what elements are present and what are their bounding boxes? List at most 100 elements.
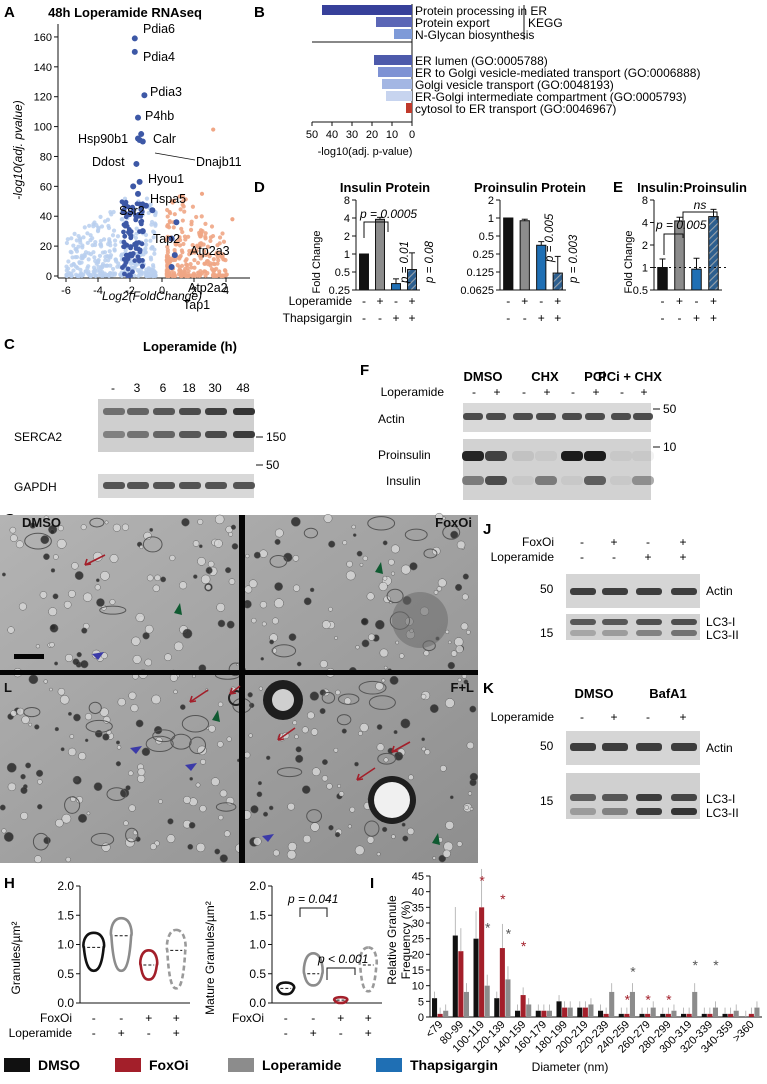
insulin-y-label: Fold Change <box>311 231 323 294</box>
em-granule <box>183 795 191 804</box>
a-ytick-label: 0 <box>46 271 52 283</box>
a-ytick-label: 60 <box>40 181 52 193</box>
c-lane-label: 6 <box>160 381 167 395</box>
j-loperamide-label: Loperamide <box>491 550 555 564</box>
em-granule <box>442 849 451 858</box>
e-loperamide-sign: + <box>710 294 717 308</box>
h-left-violin <box>138 949 159 981</box>
a-ytick-label: 80 <box>40 151 52 163</box>
volcano-up-point <box>222 268 228 273</box>
i-bar-foxoi <box>748 1013 754 1017</box>
h-foxoi-sign: + <box>365 1011 372 1025</box>
em-granule <box>455 645 464 654</box>
em-granule <box>197 518 204 525</box>
em-granule <box>309 691 320 701</box>
c-lane-labels: - 3 6 18 30 48 <box>111 381 250 395</box>
em-granule <box>49 642 55 648</box>
enrichment-x-label: -log10(adj. p-value) <box>318 146 413 158</box>
em-red-arrowhead <box>391 745 399 753</box>
c-marker-150: 150 <box>266 430 286 444</box>
i-bar-foxoi <box>603 1013 609 1017</box>
volcano-down-point <box>113 271 118 276</box>
j-loperamide-sign: - <box>580 550 584 564</box>
em-granule <box>347 824 352 829</box>
i-significance-star: * <box>521 938 527 954</box>
volcano-down-point <box>93 240 98 245</box>
h-right-ytick-label: 0.0 <box>249 996 266 1010</box>
volcano-down-point <box>123 248 128 253</box>
em-granule <box>64 653 74 663</box>
em-granule <box>274 528 284 538</box>
volcano-up-point <box>173 273 178 279</box>
em-granule <box>448 640 452 645</box>
k-lc3i-band <box>636 794 662 801</box>
em-granule <box>462 573 469 580</box>
em-granule <box>271 617 279 625</box>
volcano-y-ticks: 0 20 40 60 80 100 120 140 160 <box>34 32 58 283</box>
j-foxoi-label: FoxOi <box>522 535 554 549</box>
j-lc3-blot <box>566 614 700 640</box>
em-granule <box>263 811 269 817</box>
volcano-er-point <box>128 244 134 250</box>
h-foxoi-sign: + <box>337 1011 344 1025</box>
em-granule <box>54 661 59 666</box>
panel-e: E Insulin:Proinsulin Fold Change 8 4 2 1 0.5… <box>613 179 747 325</box>
h-left-violin <box>109 916 133 973</box>
i-significance-star: * <box>645 991 651 1007</box>
em-granule <box>383 757 389 763</box>
enrichment-x-ticks: 50 40 30 20 10 0 <box>306 122 415 141</box>
i-bar-dmso <box>681 1013 687 1017</box>
i-bar-loperamide <box>712 1007 718 1017</box>
em-granule <box>189 776 194 781</box>
volcano-highlight-point <box>168 264 175 271</box>
insulin-title: Insulin Protein <box>340 180 430 195</box>
em-granule <box>101 652 108 659</box>
volcano-down-point <box>129 265 134 270</box>
volcano-up-point <box>190 242 195 248</box>
em-granule <box>460 622 469 631</box>
i-significance-star: * <box>506 926 512 942</box>
i-bar-dmso <box>556 1001 562 1017</box>
volcano-up-point <box>170 200 175 205</box>
em-granule <box>192 674 196 679</box>
volcano-highlight-point <box>139 228 146 235</box>
volcano-highlight-point <box>133 160 140 167</box>
em-granule <box>274 538 281 545</box>
em-organelle <box>88 701 102 715</box>
volcano-down-point <box>75 273 80 279</box>
em-granule <box>269 639 275 645</box>
em-granule <box>71 562 79 570</box>
enrichment-term-label: Golgi vesicle transport (GO:0048193) <box>415 78 614 92</box>
k-actin-label: Actin <box>706 741 733 755</box>
volcano-up-point <box>172 212 177 217</box>
d-thapsigargin-sign: + <box>554 311 561 325</box>
d-thapsigargin-sign: - <box>523 311 527 325</box>
em-organelle <box>125 827 139 843</box>
i-bar-loperamide <box>650 1007 656 1017</box>
em-granule <box>334 636 338 640</box>
em-granule <box>346 560 353 568</box>
e-loperamide-sign: + <box>676 294 683 308</box>
em-granule <box>37 779 43 785</box>
j-lc3i-band <box>570 619 596 625</box>
i-bar-foxoi <box>437 1013 443 1017</box>
h-right-ytick-label: 0.5 <box>249 967 266 981</box>
em-granule <box>76 652 82 658</box>
em-granule <box>399 653 405 659</box>
volcano-down-point <box>98 238 103 244</box>
em-granule <box>10 534 18 542</box>
volcano-er-point <box>130 269 135 275</box>
em-granule <box>429 704 439 714</box>
em-granule <box>16 707 25 716</box>
em-red-arrowhead <box>277 733 285 741</box>
i-bar-dmso <box>473 938 479 1017</box>
volcano-down-point <box>78 267 83 272</box>
insulin-pval-main: p = 0.0005 <box>359 207 417 221</box>
volcano-up-point <box>177 268 182 273</box>
em-granule <box>437 578 447 588</box>
volcano-er-point <box>130 251 136 257</box>
ratio-ytick-label: 0.5 <box>633 285 648 297</box>
panel-g: G DMSO FoxOi L F+L <box>0 511 478 864</box>
e-thapsigargin-sign: + <box>710 311 717 325</box>
volcano-up-point <box>211 261 216 266</box>
